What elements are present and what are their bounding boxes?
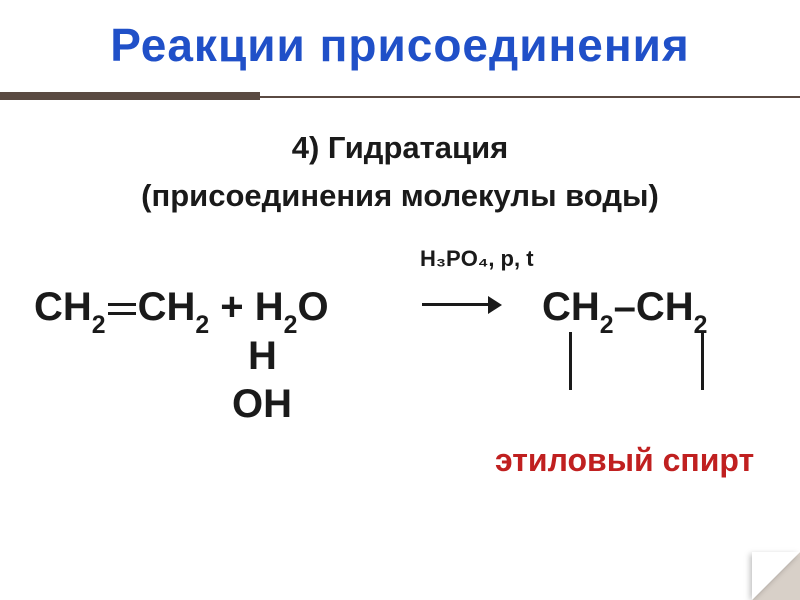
reactant-formula: CH2CH2 + H2O [34, 285, 329, 336]
page-title: Реакции присоединения [0, 0, 800, 72]
ch2-part-b: CH [138, 285, 196, 329]
prod-ch2-b: CH [636, 285, 694, 329]
product-label: этиловый спирт [495, 442, 754, 479]
plus-h2o: + H [209, 285, 283, 329]
prod-sub-2a: 2 [600, 312, 614, 339]
sub-2b: 2 [195, 312, 209, 339]
subtitle-line-1: 4) Гидратация [0, 130, 800, 166]
single-bond: – [614, 285, 636, 329]
product-formula: CH2–CH2 [542, 285, 707, 336]
oh-fragment: OH [232, 382, 292, 427]
arrow-line [422, 303, 492, 306]
page-corner-fold-icon [752, 552, 800, 600]
reaction-conditions: H₃PO₄, p, t [420, 246, 534, 272]
divider-thick [0, 92, 260, 100]
reaction-arrow [422, 303, 492, 306]
vertical-bond-1 [569, 332, 572, 390]
prod-ch2-a: CH [542, 285, 600, 329]
double-bond [108, 299, 136, 319]
vertical-bond-2 [701, 332, 704, 390]
arrow-head-icon [488, 296, 502, 314]
h-fragment: H [248, 334, 277, 379]
sub-2c: 2 [284, 312, 298, 339]
oxygen: O [297, 285, 328, 329]
sub-2a: 2 [92, 312, 106, 339]
ch2-part-a: CH [34, 285, 92, 329]
subtitle-line-2: (присоединения молекулы воды) [0, 178, 800, 214]
